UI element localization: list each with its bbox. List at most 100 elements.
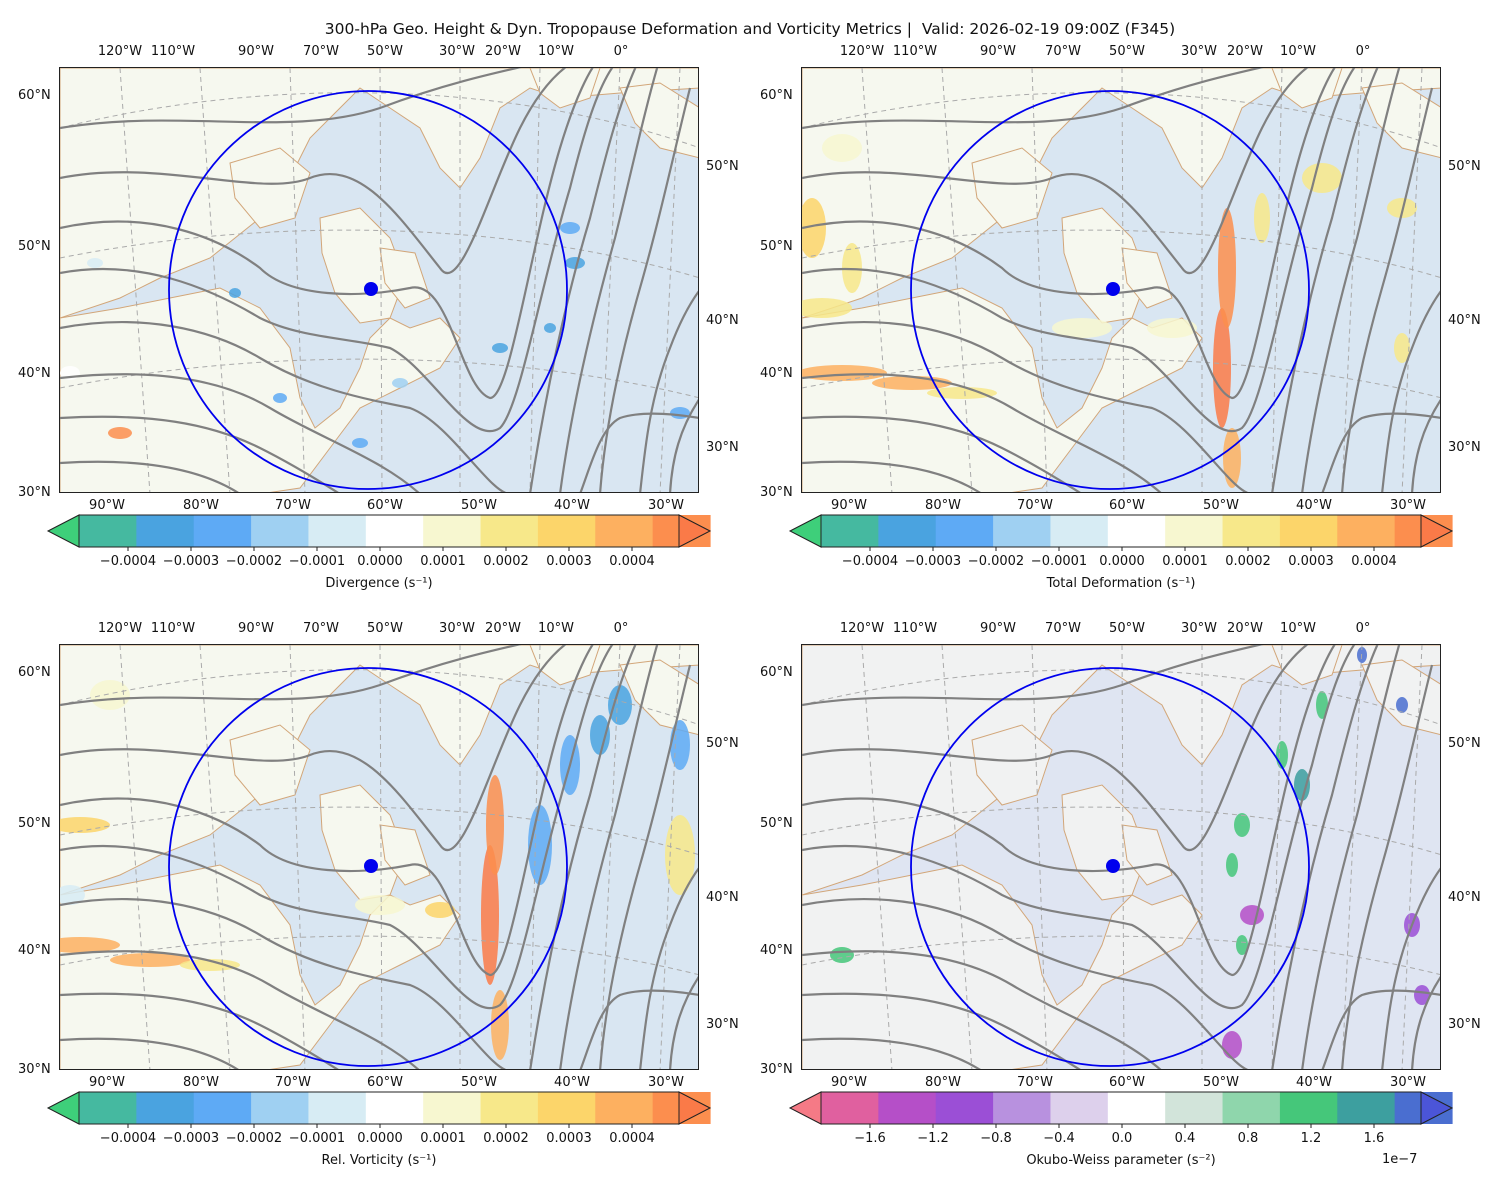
left-lat-label: 50°N [760,816,793,831]
bottom-lon-label: 50°W [461,1075,497,1090]
map-svg [802,68,1440,492]
height-contour [60,68,567,275]
colorbar-segment [1165,1092,1224,1124]
field-shading [87,258,103,268]
land-shape [229,147,311,229]
height-contour [60,992,339,1069]
colorbar-extend-low [46,514,80,548]
top-lon-label: 90°W [980,44,1016,59]
colorbar-tick-label: −0.0004 [99,554,157,569]
land-shape [379,247,431,309]
top-lon-label: 120°W [839,44,885,59]
right-lat-label: 30°N [706,1017,739,1032]
graticule-line [529,68,541,492]
right-lat-label: 30°N [1448,440,1481,455]
height-contour [1301,68,1401,492]
height-contour [1381,867,1440,1069]
left-lat-label: 30°N [760,1062,793,1077]
colorbar-segment [251,515,310,547]
map-svg [802,645,1440,1069]
height-contour [1271,68,1379,492]
top-lon-label: 50°W [1109,621,1145,636]
height-contour [802,460,981,492]
left-lat-label: 60°N [18,665,51,680]
colorbar-segment [136,1092,195,1124]
land-shape [229,724,311,806]
map-frame [801,644,1441,1070]
height-contour [559,68,659,492]
left-lat-label: 30°N [18,1062,51,1077]
colorbar-tick-label: −1.6 [854,1131,886,1146]
colorbar-tick-label: −0.0001 [288,1131,346,1146]
colorbar-tick-label: −0.0002 [225,554,283,569]
field-shading [1394,333,1410,363]
graticule-line [599,645,621,1069]
colorbar [788,1091,1454,1128]
bottom-lon-label: 90°W [89,1075,125,1090]
right-lat-label: 50°N [1448,159,1481,174]
radius-circle [168,667,568,1067]
height-contour [1321,412,1440,492]
land-shape [971,724,1053,806]
field-shading [1226,853,1238,877]
graticule-line [941,68,973,492]
field-shading [1222,1031,1242,1059]
graticule-line [1271,68,1283,492]
colorbar-tick-label: −0.0001 [1030,554,1088,569]
colorbar-segment [480,1092,539,1124]
colorbar-tick-label: 1.6 [1363,1131,1385,1146]
colorbar-tick-label: 0.0000 [357,1131,403,1146]
colorbar-svg [788,514,1454,551]
bottom-lon-label: 70°W [275,1075,311,1090]
center-marker [364,282,378,296]
colorbar-segment [537,515,596,547]
height-contour [60,68,614,433]
left-lat-label: 60°N [760,665,793,680]
map-frame [801,67,1441,493]
colorbar-outline [820,1091,1422,1125]
colorbar-svg [46,514,712,551]
left-lat-label: 40°N [760,366,793,381]
field-shading [1240,905,1264,925]
field-shading [425,902,455,918]
height-contour [802,68,1356,433]
radius-circle [168,90,568,490]
top-lon-label: 20°W [1227,621,1263,636]
colorbar-tick-label: 0.0004 [609,1131,655,1146]
top-lon-label: 120°W [839,621,885,636]
colorbar-tick-label: −0.0003 [162,554,220,569]
graticule-line [1031,68,1048,492]
colorbar-extend-low [788,1091,822,1125]
bottom-lon-label: 50°W [461,498,497,513]
bottom-lon-label: 60°W [1109,498,1145,513]
bottom-lon-label: 70°W [1017,1075,1053,1090]
height-contour [802,373,1162,492]
colorbar-tick-label: −0.0002 [225,1131,283,1146]
colorbar-tick-label: −0.0002 [967,554,1025,569]
colorbar-tick-label: 0.0001 [420,554,466,569]
top-lon-label: 70°W [303,621,339,636]
graticule-line [60,669,698,725]
height-contour [1411,976,1440,1069]
field-shading [802,298,852,318]
graticule-line [1121,68,1125,492]
map-panel: 120°W 110°W 90°W 70°W 50°W 30°W 20°W 10°W 0° 60°N… [742,577,1500,1168]
field-shading [352,438,368,448]
colorbar-segment [308,1092,367,1124]
field-shading [608,685,632,725]
graticule-line [1401,68,1423,492]
graticule-line [802,92,1440,148]
bottom-lon-label: 90°W [831,1075,867,1090]
colorbar-tick-label: 0.4 [1174,1131,1196,1146]
colorbar-tick-label: 0.0003 [546,554,592,569]
graticule-line [1341,68,1363,492]
field-shading [1234,813,1250,837]
bottom-lon-label: 60°W [367,1075,403,1090]
field-shading [822,134,862,162]
land-shape [971,147,1053,229]
height-contour [559,645,659,1069]
top-lon-label: 120°W [97,621,143,636]
right-lat-label: 40°N [1448,890,1481,905]
height-contour [60,1037,239,1069]
bottom-lon-label: 30°W [648,1075,684,1090]
